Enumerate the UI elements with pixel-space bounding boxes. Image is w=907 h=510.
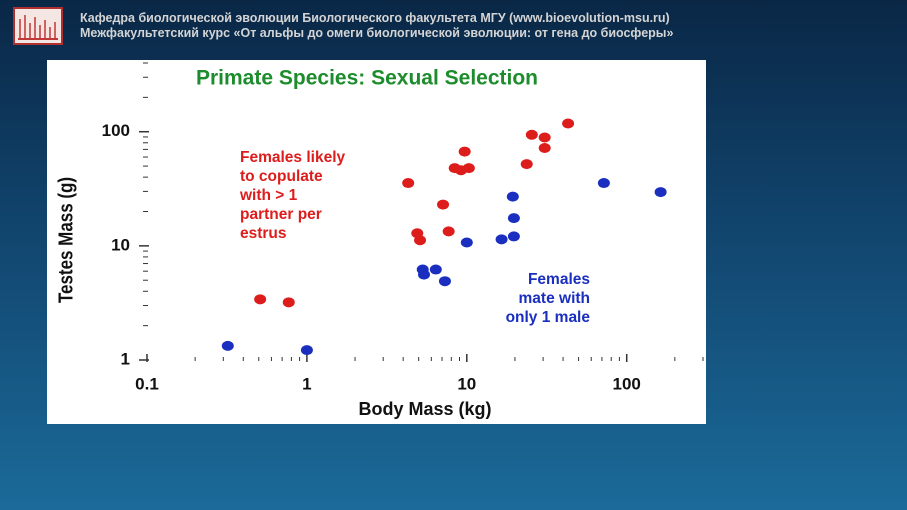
point xyxy=(402,178,415,189)
chart-title: Primate Species: Sexual Selection xyxy=(196,67,538,90)
point xyxy=(437,199,450,210)
point xyxy=(525,129,538,140)
point xyxy=(507,231,520,242)
point xyxy=(597,178,610,189)
point xyxy=(442,226,455,237)
point xyxy=(438,276,451,287)
point xyxy=(520,159,533,170)
y-axis-label: Testes Mass (g) xyxy=(54,177,77,303)
point xyxy=(507,213,520,224)
x-tick-label: 100 xyxy=(613,374,641,393)
x-axis-label: Body Mass (kg) xyxy=(358,399,491,419)
y-tick-label: 1 xyxy=(121,349,130,368)
point xyxy=(429,264,442,275)
point xyxy=(495,234,508,245)
header-line: Межфакультетский курс «От альфы до омеги… xyxy=(80,26,674,40)
chart-panel: Primate Species: Sexual Selection Body M… xyxy=(47,60,706,424)
point xyxy=(418,269,431,280)
point xyxy=(538,132,551,143)
point xyxy=(254,294,267,305)
point xyxy=(458,146,471,157)
header-line: Кафедра биологической эволюции Биологиче… xyxy=(80,11,670,25)
point xyxy=(221,340,234,351)
point xyxy=(654,187,667,198)
point xyxy=(538,143,551,154)
x-tick-label: 0.1 xyxy=(135,374,159,393)
point xyxy=(414,235,427,246)
point xyxy=(562,118,575,129)
point xyxy=(460,237,473,248)
point xyxy=(282,297,295,308)
chart: Primate Species: Sexual Selection Body M… xyxy=(54,62,704,419)
annotation: Females mate with only 1 male xyxy=(505,271,590,326)
point xyxy=(300,345,313,356)
y-tick-label: 100 xyxy=(102,121,130,140)
logo xyxy=(13,7,63,45)
x-tick-label: 10 xyxy=(457,374,476,393)
y-tick-label: 10 xyxy=(111,235,130,254)
point xyxy=(506,191,519,202)
point xyxy=(462,163,475,174)
x-tick-label: 1 xyxy=(302,374,311,393)
annotation: Females likely to copulate with > 1 part… xyxy=(240,149,346,242)
